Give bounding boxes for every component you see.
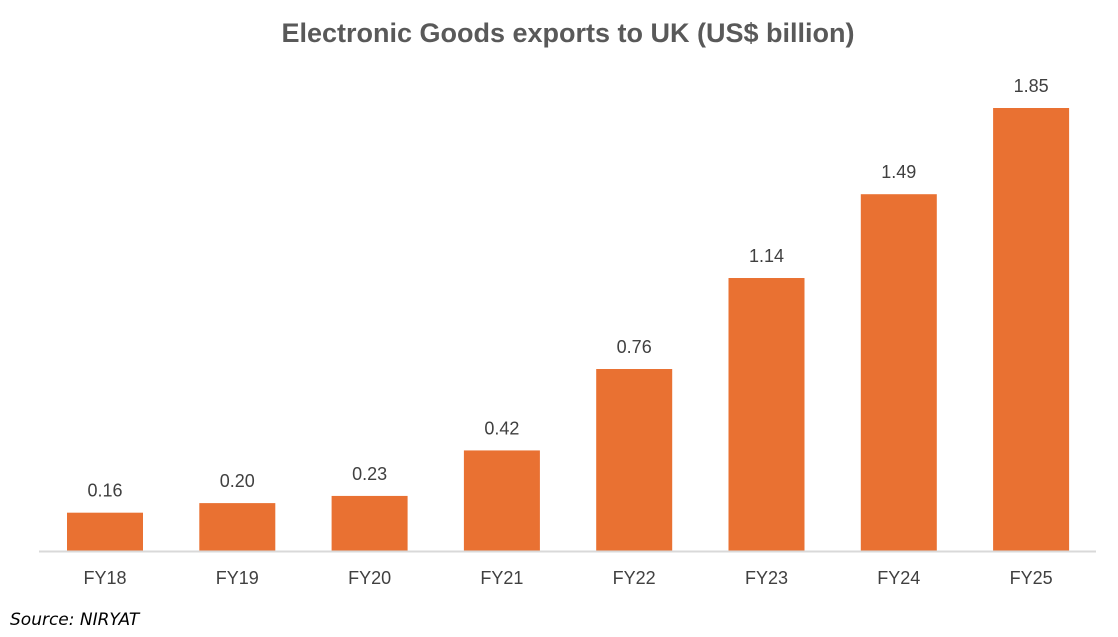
bar-fy21	[463, 450, 540, 551]
data-label: 0.16	[87, 481, 122, 501]
x-tick-label: FY25	[1010, 568, 1053, 588]
x-tick-label: FY22	[613, 568, 656, 588]
x-tick-label: FY24	[877, 568, 920, 588]
data-label: 0.23	[352, 464, 387, 484]
x-tick-label: FY20	[348, 568, 391, 588]
bar-fy25	[993, 108, 1070, 551]
bar-fy19	[199, 503, 276, 551]
x-tick-label: FY18	[83, 568, 126, 588]
bar-fy18	[67, 512, 143, 551]
data-label: 0.76	[617, 337, 652, 357]
x-tick-label: FY23	[745, 568, 788, 588]
data-label: 1.14	[749, 246, 784, 266]
data-label: 0.20	[220, 471, 255, 491]
bar-fy23	[728, 278, 805, 551]
data-label: 1.49	[881, 162, 916, 182]
bar-fy20	[331, 495, 408, 551]
x-tick-label: FY19	[216, 568, 259, 588]
bar-fy24	[860, 194, 937, 552]
x-tick-label: FY21	[480, 568, 523, 588]
bar-fy22	[596, 369, 673, 551]
chart-title: Electronic Goods exports to UK (US$ bill…	[281, 18, 855, 48]
data-label: 0.42	[484, 418, 519, 438]
source-note: Source: NIRYAT	[10, 610, 140, 630]
data-label: 1.85	[1014, 76, 1049, 96]
